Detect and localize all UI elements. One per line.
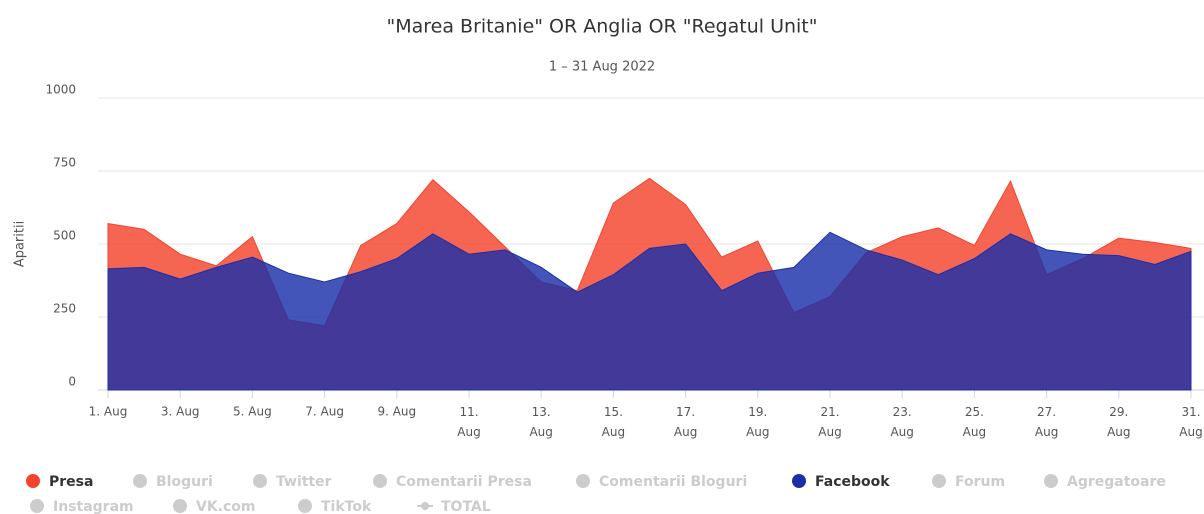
y-axis-label: Aparitii (13, 221, 28, 267)
y-tick-label: 500 (53, 229, 76, 243)
legend-symbol (932, 474, 946, 488)
legend-symbol (298, 499, 312, 513)
legend-symbol (373, 474, 387, 488)
chart-subtitle: 1 – 31 Aug 2022 (549, 60, 655, 75)
x-tick-label: 17. Aug (674, 405, 697, 439)
x-tick-label: 23. Aug (890, 405, 913, 439)
x-tick-label: 19. Aug (746, 405, 769, 439)
x-tick-label: 5. Aug (233, 405, 272, 419)
legend-label[interactable]: Forum (955, 474, 1005, 490)
legend-symbol (173, 499, 187, 513)
legend-label[interactable]: Twitter (276, 474, 332, 490)
x-tick-label: 15. Aug (602, 405, 625, 439)
legend-label[interactable]: TikTok (321, 499, 372, 514)
legend-symbol (576, 474, 590, 488)
x-tick-label: 7. Aug (305, 405, 344, 419)
legend-symbol (253, 474, 267, 488)
legend-label[interactable]: Instagram (53, 499, 134, 514)
legend-symbol (133, 474, 147, 488)
chart-title: "Marea Britanie" OR Anglia OR "Regatul U… (387, 16, 818, 38)
legend-label[interactable]: Presa (49, 474, 93, 490)
legend-label[interactable]: TOTAL (441, 499, 491, 514)
y-tick-label: 0 (68, 375, 76, 389)
legend-symbol (792, 474, 806, 488)
x-tick-label: 25. Aug (963, 405, 986, 439)
x-tick-label: 11. Aug (457, 405, 480, 439)
legend-symbol (30, 499, 44, 513)
x-tick-label: 27. Aug (1035, 405, 1058, 439)
legend-symbol (421, 502, 429, 510)
x-tick-label: 9. Aug (377, 405, 416, 419)
x-tick-label: 29. Aug (1107, 405, 1130, 439)
legend-label[interactable]: Bloguri (156, 474, 213, 490)
legend-label[interactable]: Comentarii Presa (396, 474, 532, 490)
y-tick-label: 250 (53, 302, 76, 316)
legend-label[interactable]: Facebook (815, 474, 890, 490)
x-tick-label: 21. Aug (818, 405, 841, 439)
x-tick-label: 1. Aug (89, 405, 128, 419)
legend-label[interactable]: VK.com (196, 499, 256, 514)
y-tick-label: 750 (53, 156, 76, 170)
area (107, 231, 1192, 391)
x-tick-label: 31. Aug (1179, 405, 1202, 439)
legend-label[interactable]: Agregatoare (1067, 474, 1166, 490)
legend-label[interactable]: Comentarii Bloguri (599, 474, 747, 490)
x-tick-label: 13. Aug (529, 405, 552, 439)
y-tick-label: 1000 (45, 83, 76, 97)
legend-symbol (1044, 474, 1058, 488)
x-tick-label: 3. Aug (161, 405, 200, 419)
legend-symbol (26, 474, 40, 488)
